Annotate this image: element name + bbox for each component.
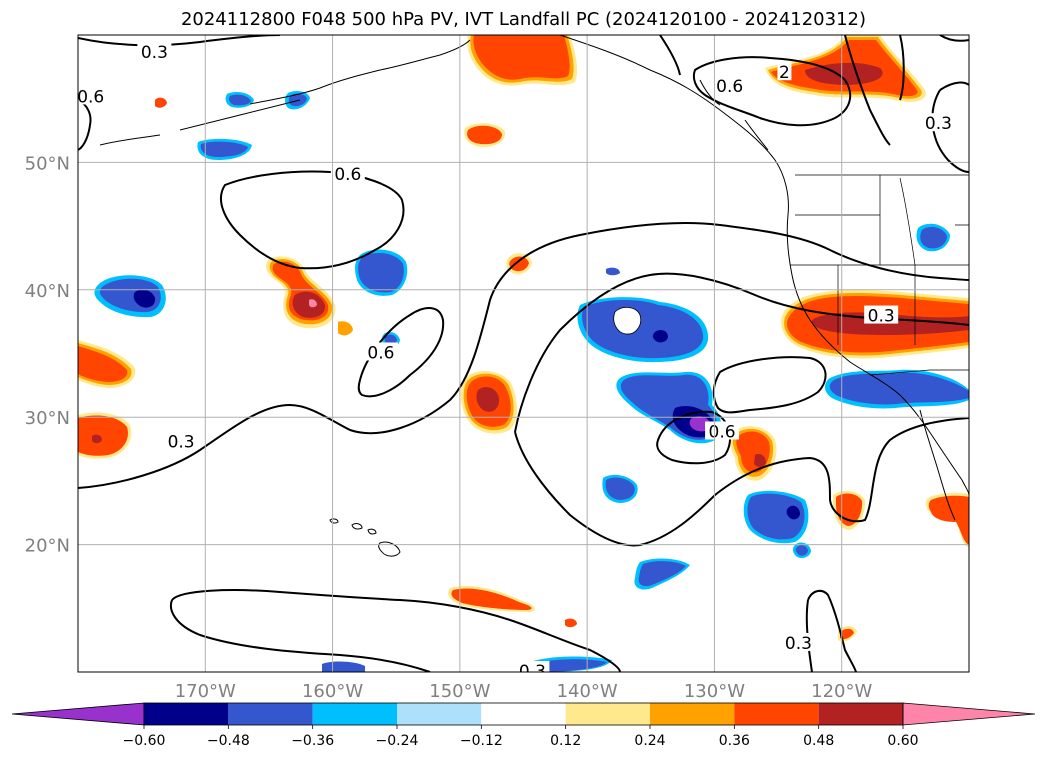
blue-blob — [355, 249, 408, 296]
contour-label: 0.6 — [367, 344, 394, 364]
pv-contours — [78, 35, 969, 672]
colorbar-tick-label: −0.12 — [460, 733, 503, 749]
red-blob — [781, 290, 969, 359]
longitude-labels: 170°W 160°W 150°W 140°W 130°W 120°W — [175, 681, 873, 702]
red-blob — [155, 97, 167, 108]
red-blob — [729, 426, 777, 481]
red-blob — [464, 123, 506, 148]
blue-blob — [606, 267, 620, 276]
colorbar-extend-high — [902, 702, 1036, 726]
contour-label: 0.3 — [925, 114, 952, 134]
blue-blob — [94, 275, 166, 318]
blue-blob — [634, 558, 690, 590]
colorbar-segment — [650, 703, 735, 725]
borders — [790, 174, 969, 376]
red-blob — [925, 492, 969, 548]
blue-blob — [616, 371, 722, 444]
longitude-label: 130°W — [684, 681, 745, 702]
coastlines — [99, 35, 969, 521]
colorbar-segment — [565, 703, 650, 725]
colorbar-tick-label: −0.60 — [123, 733, 166, 749]
contour-label: 0.3 — [168, 433, 195, 453]
contour-label: 0.3 — [868, 307, 895, 327]
latitude-label: 20°N — [25, 536, 70, 557]
longitude-label: 160°W — [302, 681, 363, 702]
colorbar-tick-label: 0.48 — [803, 733, 834, 749]
colorbar-tick-label: −0.24 — [376, 733, 419, 749]
contour-label: 0.6 — [709, 422, 736, 442]
colorbar-tick-label: 0.12 — [550, 733, 581, 749]
latitude-label: 40°N — [25, 281, 70, 302]
blue-blob — [916, 223, 950, 252]
colorbar-tick-label: 0.36 — [719, 733, 750, 749]
colorbar-segment — [397, 703, 482, 725]
gridlines — [78, 35, 969, 672]
red-blob — [78, 340, 136, 388]
contour-label: 0.6 — [77, 87, 104, 107]
contour-label-bg — [330, 164, 365, 183]
positive-pv-anomalies — [78, 35, 969, 642]
map-title: 2024112800 F048 500 hPa PV, IVT Landfall… — [180, 9, 867, 30]
latitude-labels: 50°N 40°N 30°N 20°N — [25, 153, 70, 556]
longitude-label: 140°W — [557, 681, 618, 702]
longitude-label: 170°W — [175, 681, 236, 702]
colorbar-tick-label: 0.24 — [634, 733, 665, 749]
contour-label-bg — [712, 76, 747, 95]
contour-label-bg — [781, 632, 816, 651]
colorbar-segment — [228, 703, 313, 725]
contour-label-bg — [864, 305, 899, 324]
longitude-label: 120°W — [811, 681, 872, 702]
red-blob — [833, 490, 866, 530]
colorbar-tick-label: −0.48 — [207, 733, 250, 749]
red-blob — [338, 321, 353, 336]
blue-blob — [792, 542, 811, 559]
colorbar-segment — [818, 703, 903, 725]
red-blob — [448, 585, 536, 612]
contour-label-bg — [78, 86, 108, 105]
red-blob — [467, 35, 578, 86]
colorbar-tick-label: 0.60 — [887, 733, 918, 749]
map-frame — [77, 34, 970, 673]
blue-blob — [602, 474, 638, 503]
contour-label-bg — [705, 421, 740, 440]
colorbar-segment — [312, 703, 397, 725]
blue-blob — [577, 297, 709, 363]
contour-label: 0.3 — [141, 43, 168, 63]
map-panel: 0.3 0.6 0.6 0.6 0.3 0.6 0.6 2 0.3 0.3 0.3 0.3 — [77, 35, 969, 682]
blue-blob — [530, 656, 612, 672]
colorbar-tick-label: −0.36 — [291, 733, 334, 749]
red-blob — [506, 253, 532, 275]
latitude-label: 30°N — [25, 408, 70, 429]
colorbar: −0.60 −0.48 −0.36 −0.24 −0.12 0.12 0.24 0.36 0.4… — [11, 702, 1036, 749]
blue-blob — [197, 138, 252, 160]
latitude-label: 50°N — [25, 153, 70, 174]
contour-label-bg — [137, 41, 172, 60]
contour-label-bg — [921, 113, 956, 132]
contour-label: 0.6 — [334, 165, 361, 185]
contour-labels: 0.3 0.6 0.6 0.6 0.3 0.6 0.6 2 0.3 0.3 0.3 0.3 — [77, 41, 956, 682]
colorbar-segment — [144, 703, 229, 725]
colorbar-segment — [481, 703, 566, 725]
negative-pv-anomalies — [94, 90, 969, 672]
blue-blob — [824, 369, 969, 409]
red-blob — [78, 412, 132, 459]
contour-label-bg — [777, 62, 792, 81]
colorbar-frame — [143, 702, 904, 726]
contour-label-bg — [515, 661, 550, 672]
longitude-label: 150°W — [429, 681, 490, 702]
contour-label: 2 — [779, 63, 790, 83]
red-blob — [565, 618, 577, 628]
red-blob — [460, 370, 517, 434]
colorbar-extend-low — [11, 702, 145, 726]
contour-label: 0.6 — [716, 77, 743, 97]
blue-blob — [225, 92, 254, 108]
contour-label-bg — [164, 431, 199, 450]
colorbar-segment — [734, 703, 819, 725]
contour-label-bg — [363, 342, 398, 361]
contour-label: 0.3 — [785, 634, 812, 654]
red-blob — [265, 256, 336, 329]
contour-label: 0.3 — [519, 662, 546, 682]
blue-blob — [743, 490, 809, 544]
